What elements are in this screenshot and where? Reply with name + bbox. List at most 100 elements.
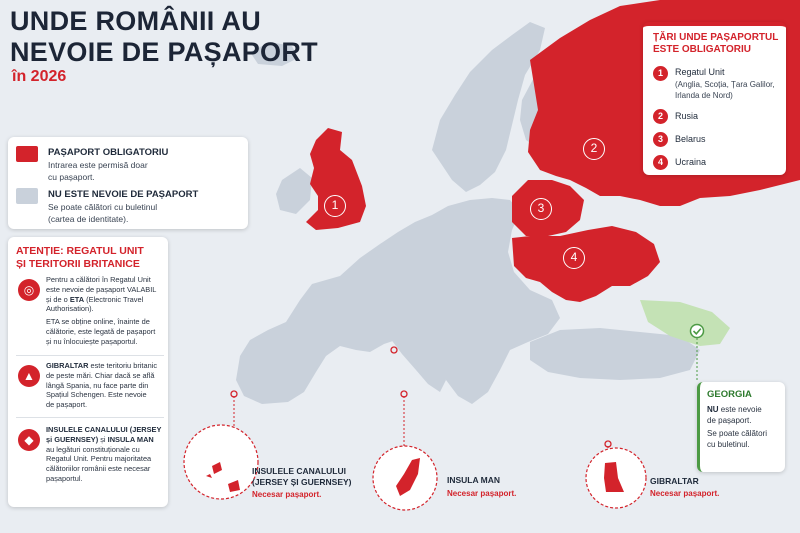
attention-channel-block: INSULELE CANALULUI (JERSEY și GUERNSEY) … xyxy=(46,425,166,484)
inset-man-title: INSULA MAN xyxy=(447,475,501,485)
georgia-l4: cu buletinul. xyxy=(707,440,750,449)
georgia-l1: NU este nevoie xyxy=(707,404,785,415)
passport-globe-icon: ◎ xyxy=(18,279,40,301)
ch-l2: și GUERNSEY) și INSULA MAN xyxy=(46,435,166,445)
country-num-1: 1 xyxy=(653,66,668,81)
page-title-line1: UNDE ROMÂNII AU xyxy=(10,6,261,36)
country-name-belarus: Belarus xyxy=(675,134,706,144)
legend-required-title: PAȘAPORT OBLIGATORIU xyxy=(48,147,169,158)
ireland-land xyxy=(276,168,312,214)
gib-l1-text: este teritoriu britanic xyxy=(90,361,158,370)
inset-channel-sub: Necesar pașaport. xyxy=(252,490,322,499)
inset-man-sub: Necesar pașaport. xyxy=(447,489,517,498)
georgia-title: GEORGIA xyxy=(707,389,752,400)
caucasus-land xyxy=(640,300,730,346)
georgia-l2: de pașaport. xyxy=(707,416,752,425)
gib-l2: de peste mări. Chiar dacă se află xyxy=(46,370,155,380)
ch-bold3: INSULA MAN xyxy=(107,434,154,444)
page-title: UNDE ROMÂNII AU NEVOIE DE PAȘAPORT xyxy=(10,6,318,68)
rock-icon: ▲ xyxy=(18,365,40,387)
turkey-land xyxy=(530,328,700,380)
map-marker-uk: 1 xyxy=(324,195,346,217)
uk-p1-l3a: și de o xyxy=(46,294,68,304)
island-icon: ◆ xyxy=(18,429,40,451)
inset-channel-label: INSULELE CANALULUI (JERSEY ȘI GUERNSEY) xyxy=(252,466,352,488)
legend-required-desc-l2: cu pașaport. xyxy=(48,171,95,182)
attention-uk-block: Pentru a călători în Regatul Unit este n… xyxy=(46,275,166,347)
gib-l1: GIBRALTAR este teritoriu britanic xyxy=(46,361,166,371)
uk-p1-l3: și de o ETA (Electronic Travel xyxy=(46,295,166,305)
uk-p2-l3: și nu înlocuiește pașaportul. xyxy=(46,336,138,346)
countries-title-l2: ESTE OBLIGATORIU xyxy=(653,44,751,55)
ch-bold2: și GUERNSEY) xyxy=(46,434,99,444)
attention-divider-1 xyxy=(16,355,164,356)
page-year: în 2026 xyxy=(12,68,67,85)
georgia-l1-text: este nevoie xyxy=(720,405,762,414)
italy-land xyxy=(384,316,446,392)
continental-europe-land xyxy=(236,198,560,404)
countries-panel-title: ȚĂRI UNDE PAȘAPORTUL ESTE OBLIGATORIU xyxy=(653,32,781,56)
isle-of-man-shape xyxy=(396,458,420,496)
iceland-land xyxy=(250,42,298,66)
countries-title-l1: ȚĂRI UNDE PAȘAPORTUL xyxy=(653,32,779,43)
gib-l4: Spațiul Schengen. Este nevoie xyxy=(46,390,147,400)
country-sub-uk-1: (Anglia, Scoția, Țara Galilor, xyxy=(675,79,775,89)
gib-l3: lângă Spania, nu face parte din xyxy=(46,380,149,390)
inset-gib-title: GIBRALTAR xyxy=(650,476,699,486)
attention-title-l1: ATENȚIE: REGATUL UNIT xyxy=(16,245,144,257)
country-name-uk: Regatul Unit xyxy=(675,67,725,77)
country-name-ukraine: Ucraina xyxy=(675,157,707,167)
legend-not-needed-desc: Se poate călători cu buletinul (cartea d… xyxy=(48,202,238,225)
inset-gib-sub: Necesar pașaport. xyxy=(650,489,720,498)
country-num-4: 4 xyxy=(653,155,668,170)
attention-title-l2: ȘI TERITORII BRITANICE xyxy=(16,258,140,270)
channel-islands-shape xyxy=(206,462,240,492)
attention-divider-2 xyxy=(16,417,164,418)
inset-channel-circle xyxy=(183,424,259,500)
ukraine-land xyxy=(512,226,660,302)
attention-title: ATENȚIE: REGATUL UNIT ȘI TERITORII BRITA… xyxy=(16,245,166,271)
map-marker-belarus: 3 xyxy=(530,198,552,220)
uk-land xyxy=(306,128,366,230)
uk-p1-l4: Authorisation). xyxy=(46,304,94,314)
legend-red-swatch xyxy=(16,146,38,162)
legend-not-needed-desc-l1: Se poate călători cu buletinul xyxy=(48,202,158,212)
legend-not-needed-desc-l2: (cartea de identitate). xyxy=(48,213,129,224)
ch-l5: călătoriilor românii este necesar xyxy=(46,464,151,474)
gib-bold: GIBRALTAR xyxy=(46,361,89,370)
legend-card: PAȘAPORT OBLIGATORIU Intrarea este permi… xyxy=(8,137,248,229)
gib-l5: de pașaport. xyxy=(46,400,88,410)
page-title-line2: NEVOIE DE PAȘAPORT xyxy=(10,37,318,67)
uk-p1-l3b: (Electronic Travel xyxy=(86,294,144,304)
uk-p1-l1: Pentru a călători în Regatul Unit xyxy=(46,275,151,284)
legend-required-desc-l1: Intrarea este permisă doar xyxy=(48,160,148,170)
scandinavia-land xyxy=(432,22,545,192)
uk-p2-l1: ETA se obține online, înainte de xyxy=(46,317,150,327)
inset-channel-l1: INSULELE CANALULUI xyxy=(252,466,346,476)
country-num-3: 3 xyxy=(653,132,668,147)
uk-eta: ETA xyxy=(69,294,85,304)
ch-l3: au legături constituționale cu xyxy=(46,444,140,454)
ch-bold1: INSULELE CANALULUI (JERSEY xyxy=(46,425,162,434)
ch-l1: INSULELE CANALULUI (JERSEY xyxy=(46,425,166,435)
attention-card: ATENȚIE: REGATUL UNIT ȘI TERITORII BRITA… xyxy=(8,237,168,507)
map-marker-ukraine: 4 xyxy=(563,247,585,269)
countries-panel: ȚĂRI UNDE PAȘAPORTUL ESTE OBLIGATORIU 1 … xyxy=(643,22,786,175)
country-name-russia: Rusia xyxy=(675,111,699,121)
uk-p1-l2: este nevoie de pașaport VALABIL xyxy=(46,284,157,294)
ch-l6: pașaportul. xyxy=(46,473,83,483)
country-num-2: 2 xyxy=(653,109,668,124)
ch-and: și xyxy=(100,434,106,444)
georgia-l3: Se poate călători xyxy=(707,429,768,438)
gibraltar-rock-shape xyxy=(604,462,624,492)
country-sub-uk-2: Irlanda de Nord) xyxy=(675,90,733,100)
georgia-check-marker xyxy=(689,323,705,339)
legend-not-needed-title: NU ESTE NEVOIE DE PAȘAPORT xyxy=(48,189,199,200)
georgia-text: NU este nevoie de pașaport. Se poate căl… xyxy=(707,404,785,450)
georgia-card: GEORGIA NU este nevoie de pașaport. Se p… xyxy=(697,382,785,472)
uk-p2-l2: călătorie, este legată de pașaport xyxy=(46,326,156,336)
map-marker-russia: 2 xyxy=(583,138,605,160)
country-item-uk: Regatul Unit (Anglia, Scoția, Țara Galil… xyxy=(675,67,783,101)
attention-gib-block: GIBRALTAR este teritoriu britanic de pes… xyxy=(46,361,166,410)
ch-l4: Regatul Unit. Pentru majoritatea xyxy=(46,454,152,464)
